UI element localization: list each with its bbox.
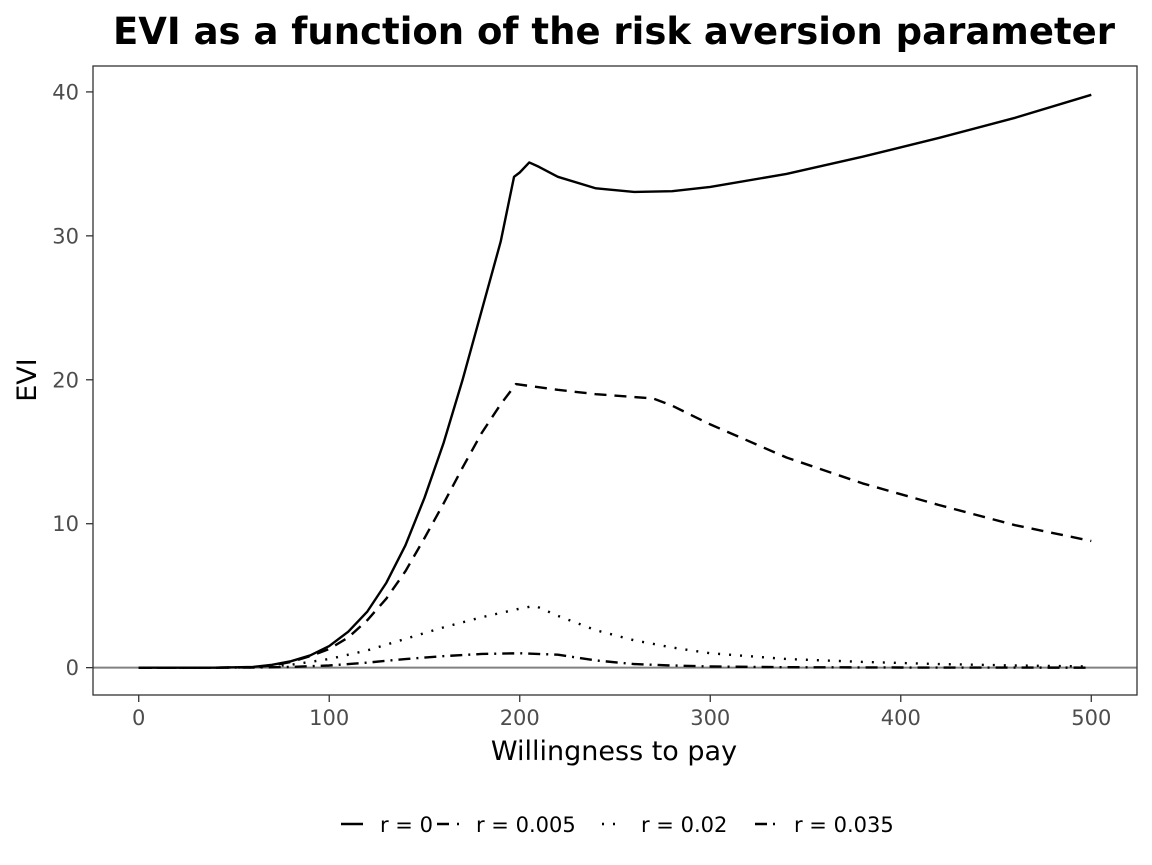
y-axis: 0 10 20 30 40: [52, 80, 93, 680]
x-tick-label: 400: [881, 706, 921, 730]
plot-area: [92, 65, 1138, 696]
chart-title: EVI as a function of the risk aversion p…: [113, 10, 1116, 53]
x-axis-title: Willingness to pay: [491, 736, 737, 767]
y-tick-label: 40: [52, 80, 79, 104]
y-tick-label: 10: [52, 512, 79, 536]
legend-label-2: r = 0.02: [641, 813, 727, 837]
series-line-0: [138, 93, 1092, 669]
x-axis: 0 100 200 300 400 500: [132, 695, 1111, 730]
series-line-1: [138, 382, 1092, 669]
x-tick-label: 200: [500, 706, 540, 730]
plot-panel-border: [92, 65, 1138, 696]
x-tick-label: 100: [309, 706, 349, 730]
y-tick-label: 20: [52, 368, 79, 392]
series-layer: [138, 93, 1092, 669]
y-axis-title: EVI: [12, 358, 43, 402]
legend-label-1: r = 0.005: [476, 813, 576, 837]
x-tick-label: 0: [132, 706, 145, 730]
series-line-2: [138, 604, 1092, 669]
y-tick-label: 30: [52, 224, 79, 248]
legend-label-0: r = 0: [380, 813, 433, 837]
y-tick-label: 0: [66, 656, 79, 680]
legend: r = 0 r = 0.005 r = 0.02 r = 0.035: [341, 813, 894, 837]
x-tick-label: 300: [690, 706, 730, 730]
legend-label-3: r = 0.035: [794, 813, 894, 837]
x-tick-label: 500: [1071, 706, 1111, 730]
